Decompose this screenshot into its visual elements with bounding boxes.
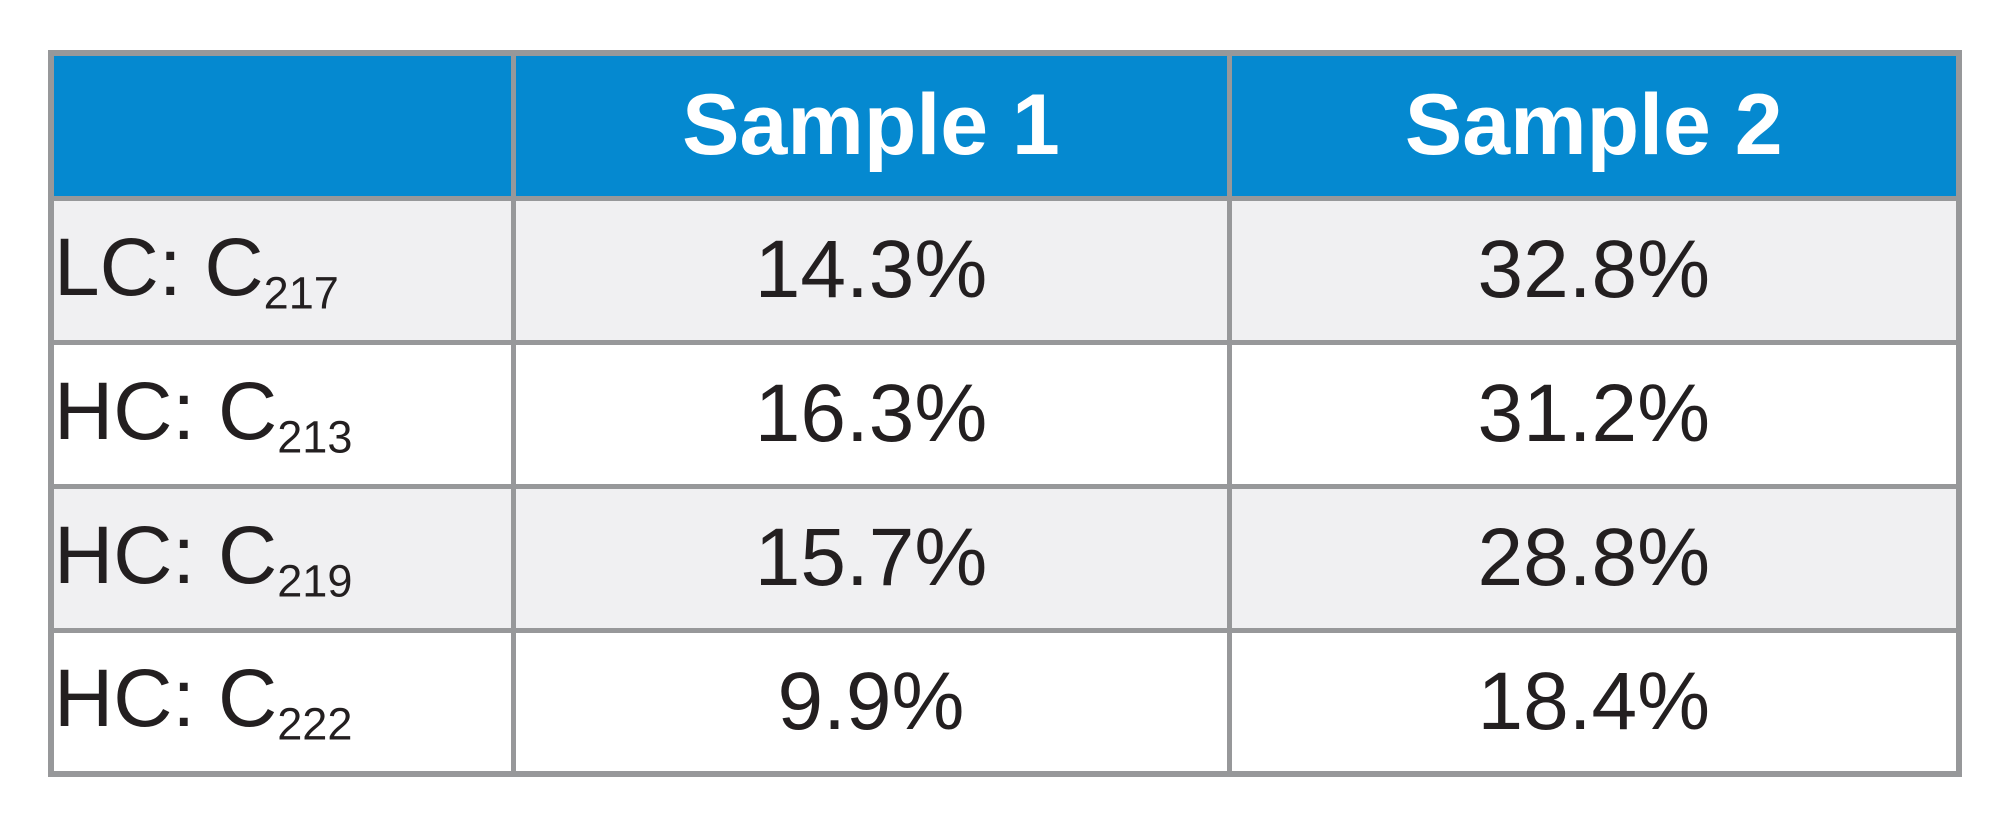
value-cell-sample-2: 31.2% <box>1226 339 1962 489</box>
value-cell-sample-2: 32.8% <box>1226 195 1962 345</box>
row-label-subscript: 222 <box>277 699 353 750</box>
table-row: HC: C222 9.9% 18.4% <box>48 627 1962 777</box>
col-header-sample-2: Sample 2 <box>1226 50 1962 201</box>
row-label-text: LC: C <box>54 221 264 313</box>
table-row: LC: C217 14.3% 32.8% <box>48 195 1962 345</box>
value-cell-sample-1: 16.3% <box>510 339 1232 489</box>
row-label: LC: C217 <box>48 195 516 345</box>
value-cell-sample-1: 14.3% <box>510 195 1232 345</box>
value-cell-sample-1: 9.9% <box>510 627 1232 777</box>
results-table: Sample 1 Sample 2 LC: C217 14.3% 32.8% H… <box>48 50 1962 777</box>
value-cell-sample-1: 15.7% <box>510 483 1232 633</box>
row-label: HC: C213 <box>48 339 516 489</box>
row-label-subscript: 213 <box>277 411 353 463</box>
row-label-subscript: 219 <box>277 555 353 607</box>
value-cell-sample-2: 18.4% <box>1226 627 1962 777</box>
table-row: HC: C219 15.7% 28.8% <box>48 483 1962 633</box>
row-label-text: HC: C <box>54 365 278 457</box>
row-label-text: HC: C <box>54 653 278 745</box>
row-label: HC: C219 <box>48 483 516 633</box>
row-label-subscript: 217 <box>263 267 339 319</box>
row-label-text: HC: C <box>54 509 278 601</box>
table-row: HC: C213 16.3% 31.2% <box>48 339 1962 489</box>
row-label: HC: C222 <box>48 627 516 777</box>
value-cell-sample-2: 28.8% <box>1226 483 1962 633</box>
col-header-sample-1: Sample 1 <box>510 50 1232 201</box>
header-row: Sample 1 Sample 2 <box>48 50 1962 201</box>
corner-cell <box>48 50 516 201</box>
